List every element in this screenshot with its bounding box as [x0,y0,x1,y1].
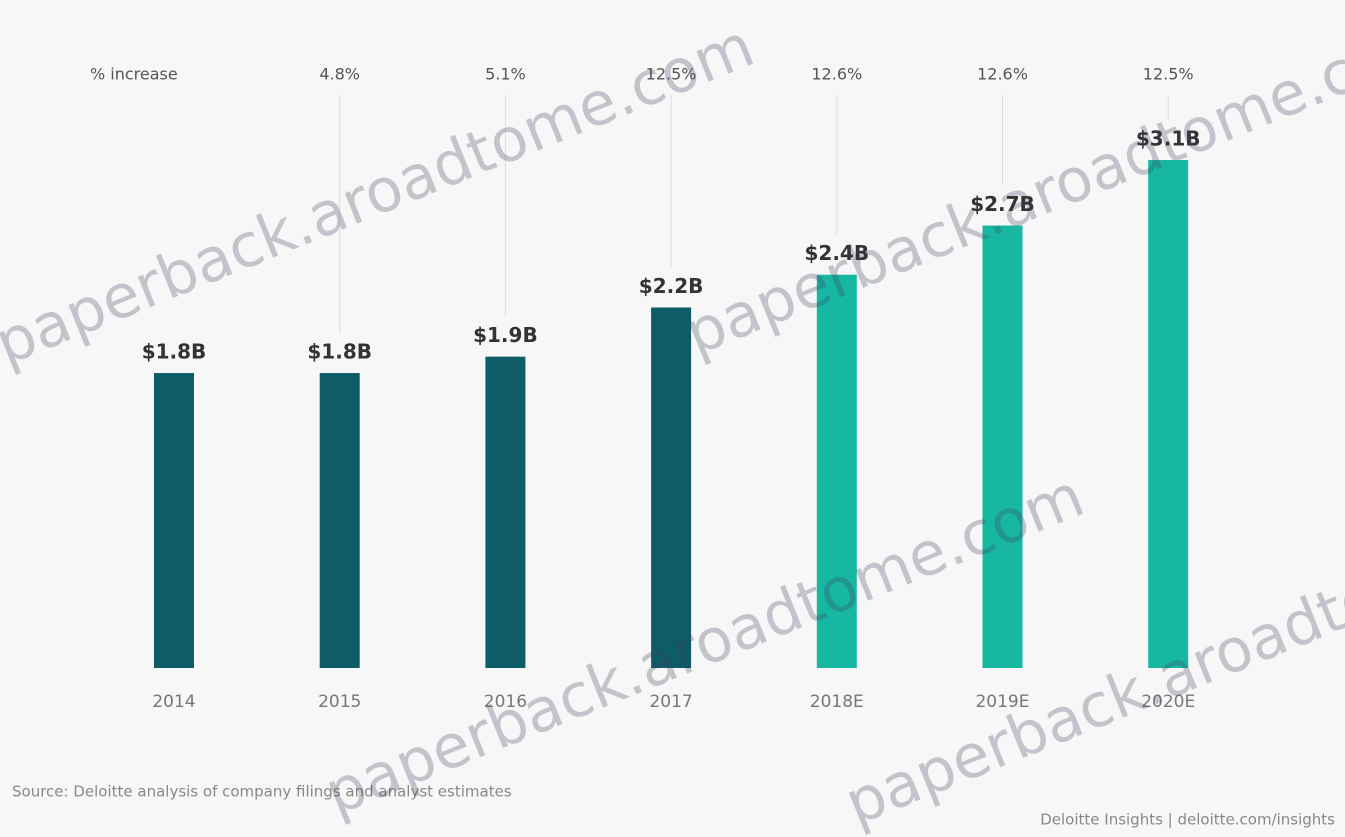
value-label: $3.1B [1136,127,1201,151]
increase-value: 12.5% [646,65,697,84]
increase-label: % increase [90,65,178,84]
bar [651,307,692,668]
x-tick-label: 2014 [152,692,195,712]
bar [816,274,857,668]
x-tick-label: 2018E [810,692,864,712]
increase-value: 4.8% [319,65,360,84]
value-label: $2.7B [970,192,1035,216]
bar [319,373,360,668]
value-label: $1.8B [142,340,207,364]
x-tick-label: 2019E [975,692,1029,712]
value-label: $2.2B [639,274,704,298]
credit: Deloitte Insights | deloitte.com/insight… [1040,811,1335,829]
value-label: $2.4B [805,241,870,265]
increase-value: 5.1% [485,65,526,84]
x-tick-label: 2017 [649,692,692,712]
x-tick-label: 2016 [484,692,527,712]
bar [982,225,1023,668]
increase-value: 12.6% [977,65,1028,84]
x-tick-label: 2015 [318,692,361,712]
value-label: $1.9B [473,323,538,347]
increase-value: 12.6% [811,65,862,84]
bar [485,356,526,668]
bar [154,373,194,668]
increase-value: 12.5% [1143,65,1194,84]
bar [1148,160,1189,668]
x-tick-label: 2020E [1141,692,1195,712]
source-note: Source: Deloitte analysis of company fil… [12,783,512,801]
value-label: $1.8B [307,340,372,364]
